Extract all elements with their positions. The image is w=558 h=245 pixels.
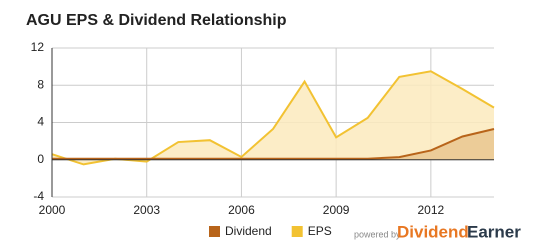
area-fill	[52, 71, 494, 165]
brand-name: Earner	[467, 222, 521, 241]
y-tick-label: 12	[31, 40, 45, 54]
x-tick-label: 2000	[39, 203, 66, 217]
y-tick-label: 4	[37, 115, 44, 129]
x-tick-label: 2003	[133, 203, 160, 217]
brand-prefix: powered by	[354, 229, 401, 239]
area-fill	[52, 129, 494, 160]
chart-title: AGU EPS & Dividend Relationship	[26, 12, 287, 29]
x-tick-label: 2009	[323, 203, 350, 217]
y-tick-label: 0	[37, 152, 44, 166]
x-tick-label: 2012	[418, 203, 445, 217]
y-tick-label: -4	[33, 189, 44, 203]
y-tick-label: 8	[37, 77, 44, 91]
legend-label: Dividend	[225, 224, 272, 238]
x-tick-label: 2006	[228, 203, 255, 217]
legend-swatch	[291, 226, 303, 237]
legend-swatch	[209, 226, 220, 237]
legend-label: EPS	[308, 224, 332, 238]
series-line	[52, 128, 495, 160]
brand-name: Dividend	[397, 222, 469, 241]
